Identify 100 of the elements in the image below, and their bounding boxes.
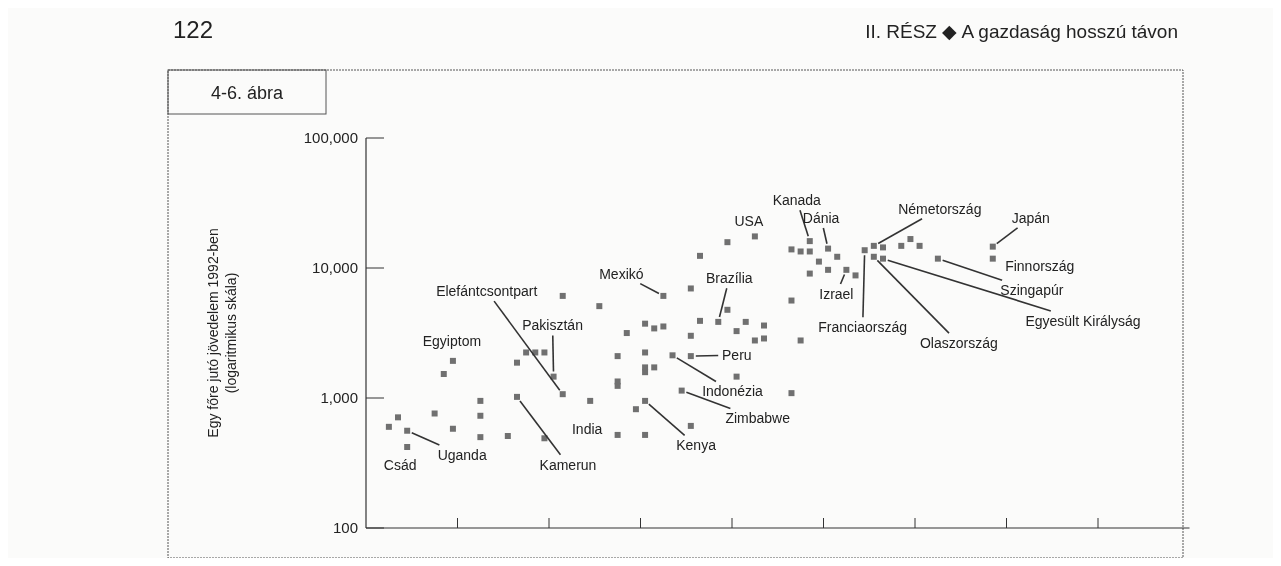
point: [687, 353, 694, 360]
point: [806, 270, 813, 277]
point: [788, 297, 795, 304]
annotation: Szingapúr: [1000, 282, 1064, 299]
annotation: Japán: [1011, 209, 1050, 226]
point: [513, 393, 520, 400]
annotation: Pakisztán: [522, 317, 583, 334]
point: [843, 266, 850, 273]
point: [513, 359, 520, 366]
point: [761, 322, 768, 329]
annotation: Egyiptom: [422, 333, 482, 350]
annotation: Mexikó: [599, 265, 644, 282]
text: 122: [173, 16, 214, 43]
text: II. RÉSZ ◆ A gazdaság hosszú távon: [865, 21, 1178, 42]
y-tick-label: 1,000: [320, 389, 358, 407]
point: [651, 325, 658, 332]
point: [541, 435, 548, 442]
point: [761, 335, 768, 342]
point: [404, 427, 411, 434]
point: [559, 292, 566, 299]
chart-title: 4-6. ábra: [210, 83, 285, 103]
point: [449, 357, 456, 364]
annotation: Csád: [383, 456, 417, 473]
point: [587, 397, 594, 404]
point: [825, 245, 832, 252]
point: [806, 248, 813, 255]
annotation: Egyesült Királyság: [1025, 312, 1141, 329]
y-tick-label: 10,000: [312, 259, 358, 277]
point: [870, 242, 877, 249]
point: [632, 406, 639, 413]
point: [797, 337, 804, 344]
point: [642, 397, 649, 404]
point: [742, 318, 749, 325]
point: [687, 332, 694, 339]
point: [733, 328, 740, 335]
y-tick-label: 100: [332, 519, 358, 537]
point: [751, 337, 758, 344]
point: [385, 423, 392, 430]
point: [834, 253, 841, 260]
annotation: Peru: [722, 347, 752, 364]
annotation: Franciaország: [818, 319, 908, 336]
point: [651, 364, 658, 371]
point: [696, 317, 703, 324]
point: [879, 255, 886, 262]
point: [623, 330, 630, 337]
point: [660, 323, 667, 330]
point: [550, 373, 557, 380]
point: [541, 349, 548, 356]
point: [395, 414, 402, 421]
annotation: Izrael: [819, 285, 854, 302]
point: [788, 246, 795, 253]
point: [825, 266, 832, 273]
annotation: India: [572, 420, 603, 437]
point: [504, 433, 511, 440]
point: [477, 434, 484, 441]
annotation: Brazília: [705, 270, 753, 287]
point: [724, 239, 731, 246]
point: [815, 258, 822, 265]
annotation: Kamerun: [539, 456, 597, 473]
point: [431, 410, 438, 417]
point: [614, 382, 621, 389]
point: [440, 370, 447, 377]
point: [724, 306, 731, 313]
point: [477, 397, 484, 404]
point: [797, 248, 804, 255]
point: [806, 238, 813, 245]
point: [642, 320, 649, 327]
point: [660, 292, 667, 299]
annotation: Dánia: [802, 209, 840, 226]
point: [879, 244, 886, 251]
point: [642, 369, 649, 376]
point: [449, 425, 456, 432]
point: [989, 255, 996, 262]
annotation: Indonézia: [702, 383, 764, 400]
annotation: Olaszország: [919, 335, 998, 352]
point: [687, 285, 694, 292]
point: [696, 252, 703, 259]
point: [898, 242, 905, 249]
point: [733, 373, 740, 380]
point: [870, 253, 877, 260]
annotation: Kenya: [676, 437, 717, 454]
y-tick-label: 100,000: [303, 129, 358, 147]
point: [642, 349, 649, 356]
annotation: Elefántcsontpart: [436, 283, 538, 300]
point: [916, 242, 923, 249]
point: [852, 272, 859, 279]
annotation: USA: [734, 213, 764, 230]
point: [614, 353, 621, 360]
point: [642, 431, 649, 438]
point: [907, 236, 914, 243]
point: [559, 391, 566, 398]
point: [523, 349, 530, 356]
annotation: Kanada: [772, 192, 822, 209]
point: [934, 255, 941, 262]
point: [404, 443, 411, 450]
point: [614, 431, 621, 438]
y-axis-title: Egy főre jutó jövedelem 1992-ben (logaritmikus skála): [205, 228, 239, 438]
point: [861, 247, 868, 254]
point: [678, 387, 685, 394]
point: [989, 243, 996, 250]
